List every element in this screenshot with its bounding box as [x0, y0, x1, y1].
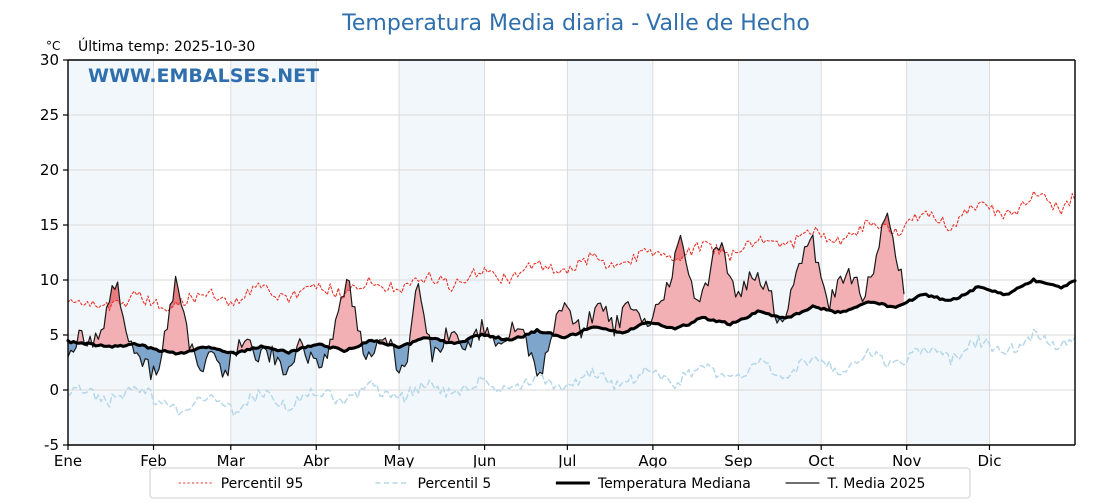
chart-legend: Percentil 95 Percentil 5 Temperatura Media… — [149, 467, 971, 499]
month-bands — [68, 60, 990, 445]
y-tick-label: 10 — [40, 271, 59, 289]
anomaly-fills — [68, 213, 904, 380]
x-tick-label-abr: Abr — [303, 452, 330, 470]
legend-label-3[interactable]: Temperatura Mediana — [597, 476, 751, 492]
y-tick-label: 15 — [40, 216, 59, 234]
x-axis: Ene Feb Mar Abr May Jun Jul Ago Sep Oct Nov Dic — [54, 445, 1001, 470]
series-media-2025 — [67, 212, 905, 381]
x-tick-label-sep: Sep — [724, 452, 752, 470]
y-axis-unit-label: °C — [46, 39, 60, 53]
legend-label-1[interactable]: Percentil 95 — [221, 476, 304, 492]
month-band — [567, 60, 653, 445]
site-watermark: WWW.EMBALSES.NET — [88, 65, 319, 87]
page-title: Temperatura Media diaria - Valle de Hech… — [341, 11, 810, 36]
cold-anomaly-fill — [68, 301, 904, 380]
legend-label-4[interactable]: T. Media 2025 — [827, 476, 926, 492]
series-lines — [66, 190, 1077, 417]
month-band — [68, 60, 154, 445]
x-tick-label-feb: Feb — [140, 452, 167, 470]
x-tick-label-jul: Jul — [557, 452, 576, 470]
month-band — [906, 60, 990, 445]
warm-anomaly-fill — [68, 213, 904, 355]
y-tick-label: 20 — [40, 161, 59, 179]
x-tick-label-may: May — [384, 452, 415, 470]
month-band — [230, 60, 317, 445]
y-tick-label: -5 — [44, 436, 59, 454]
x-tick-label-nov: Nov — [892, 452, 921, 470]
x-tick-label-mar: Mar — [217, 452, 246, 470]
y-tick-label: 25 — [40, 106, 59, 124]
x-tick-label-ago: Ago — [638, 452, 667, 470]
last-reading-note: Última temp: 2025-10-30 — [78, 37, 255, 55]
y-tick-label: 30 — [40, 51, 59, 69]
x-tick-label-jun: Jun — [472, 452, 496, 470]
x-tick-label-ene: Ene — [54, 452, 82, 470]
y-tick-label: 5 — [49, 326, 59, 344]
series-percentil-5 — [67, 328, 1076, 417]
y-tick-label: 0 — [49, 381, 59, 399]
x-tick-label-oct: Oct — [808, 452, 834, 470]
series-percentil-95 — [67, 190, 1076, 313]
y-axis: -5 0 5 10 15 20 25 30 — [40, 51, 68, 454]
series-temperatura-mediana — [66, 277, 1077, 356]
x-tick-label-dic: Dic — [977, 452, 1001, 470]
month-band — [399, 60, 485, 445]
legend-label-2[interactable]: Percentil 5 — [418, 476, 492, 492]
